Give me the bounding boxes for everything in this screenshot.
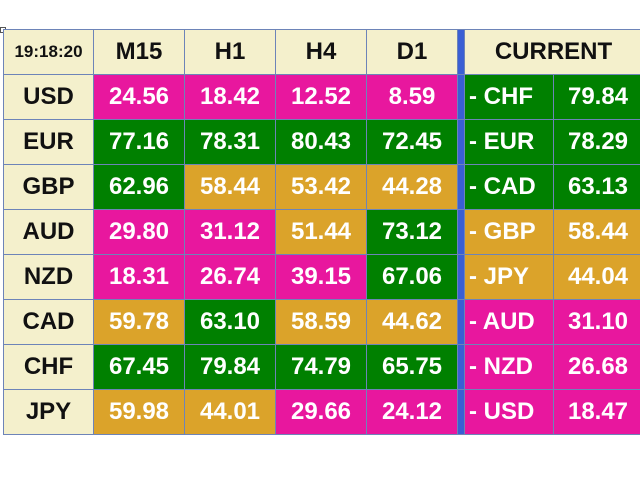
column-separator [458,390,464,434]
strength-cell: 79.84 [185,345,275,389]
current-strength-value: 26.68 [554,345,640,389]
currency-label: USD [4,75,93,119]
strength-cell: 58.44 [185,165,275,209]
current-currency-label: - USD [465,390,553,434]
strength-cell: 29.80 [94,210,184,254]
strength-cell: 62.96 [94,165,184,209]
strength-cell: 53.42 [276,165,366,209]
strength-cell: 72.45 [367,120,457,164]
currency-label: AUD [4,210,93,254]
strength-cell: 26.74 [185,255,275,299]
currency-strength-table: 19:18:20 M15 H1 H4 D1 CURRENT USD 24.56 18… [3,29,640,435]
strength-cell: 29.66 [276,390,366,434]
strength-cell: 24.56 [94,75,184,119]
strength-cell: 44.62 [367,300,457,344]
current-currency-label: - NZD [465,345,553,389]
strength-cell: 39.15 [276,255,366,299]
column-separator [458,345,464,389]
current-strength-value: 31.10 [554,300,640,344]
current-strength-value: 78.29 [554,120,640,164]
currency-label: GBP [4,165,93,209]
current-currency-label: - EUR [465,120,553,164]
strength-cell: 12.52 [276,75,366,119]
strength-cell: 59.98 [94,390,184,434]
strength-cell: 58.59 [276,300,366,344]
strength-cell: 8.59 [367,75,457,119]
current-currency-label: - CHF [465,75,553,119]
tf-header-d1: D1 [367,30,457,74]
current-strength-value: 44.04 [554,255,640,299]
current-currency-label: - AUD [465,300,553,344]
current-currency-label: - GBP [465,210,553,254]
column-separator [458,30,464,74]
currency-label: EUR [4,120,93,164]
currency-label: CHF [4,345,93,389]
strength-cell: 77.16 [94,120,184,164]
strength-cell: 78.31 [185,120,275,164]
time-header: 19:18:20 [4,30,93,74]
tf-header-m15: M15 [94,30,184,74]
strength-cell: 18.42 [185,75,275,119]
strength-cell: 31.12 [185,210,275,254]
strength-cell: 74.79 [276,345,366,389]
current-strength-value: 18.47 [554,390,640,434]
strength-cell: 65.75 [367,345,457,389]
current-strength-value: 58.44 [554,210,640,254]
strength-cell: 67.45 [94,345,184,389]
column-separator [458,255,464,299]
current-header: CURRENT [465,30,640,74]
strength-cell: 80.43 [276,120,366,164]
current-currency-label: - JPY [465,255,553,299]
current-currency-label: - CAD [465,165,553,209]
current-strength-value: 79.84 [554,75,640,119]
strength-cell: 51.44 [276,210,366,254]
current-strength-value: 63.13 [554,165,640,209]
strength-cell: 18.31 [94,255,184,299]
strength-cell: 67.06 [367,255,457,299]
strength-cell: 44.01 [185,390,275,434]
column-separator [458,300,464,344]
tf-header-h1: H1 [185,30,275,74]
strength-cell: 59.78 [94,300,184,344]
currency-label: JPY [4,390,93,434]
strength-cell: 73.12 [367,210,457,254]
tf-header-h4: H4 [276,30,366,74]
strength-cell: 63.10 [185,300,275,344]
strength-cell: 44.28 [367,165,457,209]
strength-cell: 24.12 [367,390,457,434]
currency-label: NZD [4,255,93,299]
currency-label: CAD [4,300,93,344]
column-separator [458,120,464,164]
column-separator [458,75,464,119]
column-separator [458,210,464,254]
column-separator [458,165,464,209]
